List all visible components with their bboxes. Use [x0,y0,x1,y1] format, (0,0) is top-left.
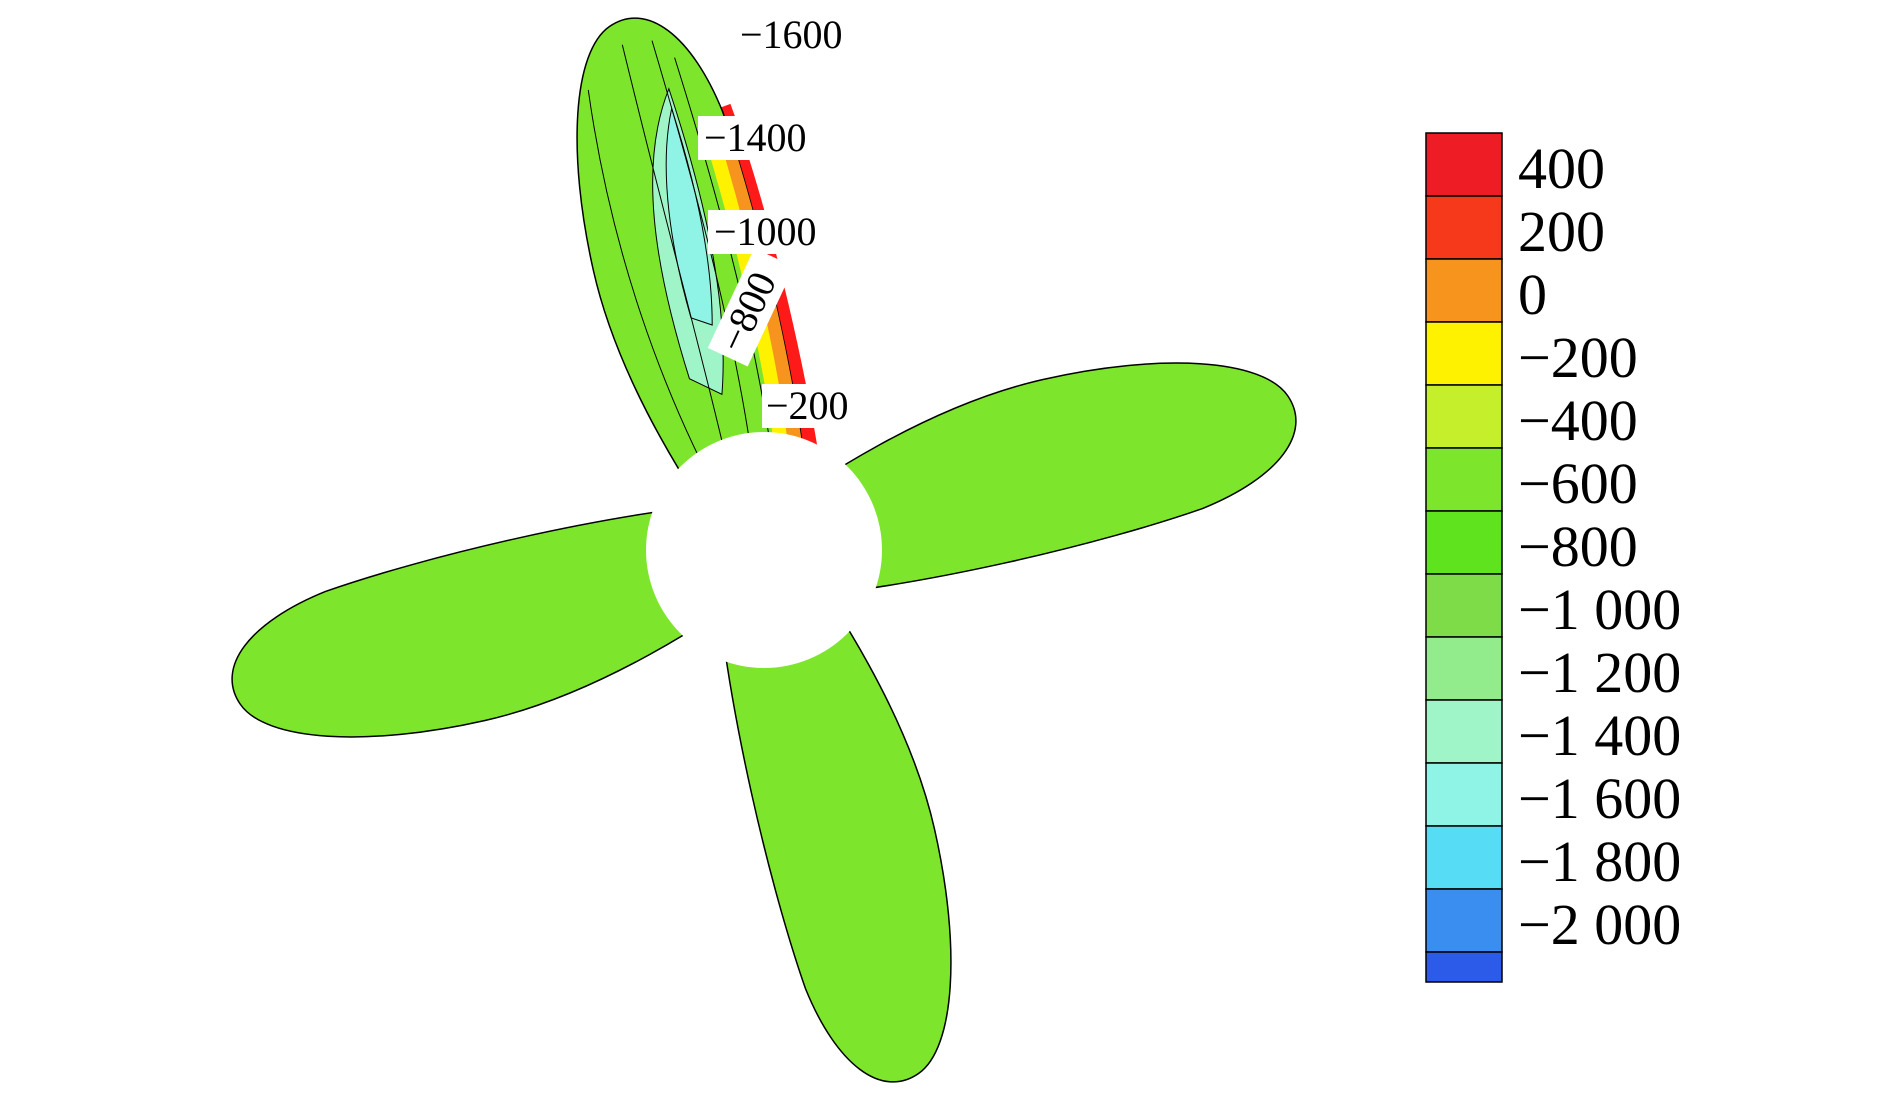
contour-label-bg [708,210,846,254]
legend-label: 200 [1518,199,1605,264]
contour-label-bg [762,384,874,428]
legend-swatch [1425,762,1503,827]
contour-label-bg [698,116,836,160]
legend-label: 0 [1518,262,1547,327]
contour-label-1000: −1000 [714,209,817,254]
legend-swatch [1425,258,1503,323]
legend-swatch [1425,132,1503,197]
legend-swatch [1425,447,1503,512]
legend-swatch [1425,888,1503,953]
legend-swatch [1425,384,1503,449]
contour-labels: −1600 −1400 −1000 −800 −200 [698,10,874,428]
legend-label: −400 [1518,388,1638,453]
propeller [216,2,1312,1098]
legend-label: −1 600 [1518,766,1681,831]
legend-label: −1 200 [1518,640,1681,705]
legend-swatch [1425,321,1503,386]
legend-swatch-bottom [1425,951,1503,983]
legend-swatch [1425,195,1503,260]
legend-label: −1 800 [1518,829,1681,894]
contour-label-bg [707,248,795,367]
legend-swatch [1425,573,1503,638]
contour-label-1600: −1600 [740,12,843,57]
legend-label: −1 400 [1518,703,1681,768]
contour-label-bg [734,10,864,56]
legend-swatch [1425,699,1503,764]
legend-label: 400 [1518,136,1605,201]
legend-swatch [1425,636,1503,701]
legend-label: −600 [1518,451,1638,516]
legend-label: −800 [1518,514,1638,579]
legend-label: −1 000 [1518,577,1681,642]
legend-label: −200 [1518,325,1638,390]
legend-swatch [1425,510,1503,575]
contour-label-200: −200 [766,383,849,428]
hub [646,432,882,668]
legend-swatch [1425,825,1503,890]
legend-label: −2 000 [1518,892,1681,957]
contour-label-1400: −1400 [704,115,807,160]
